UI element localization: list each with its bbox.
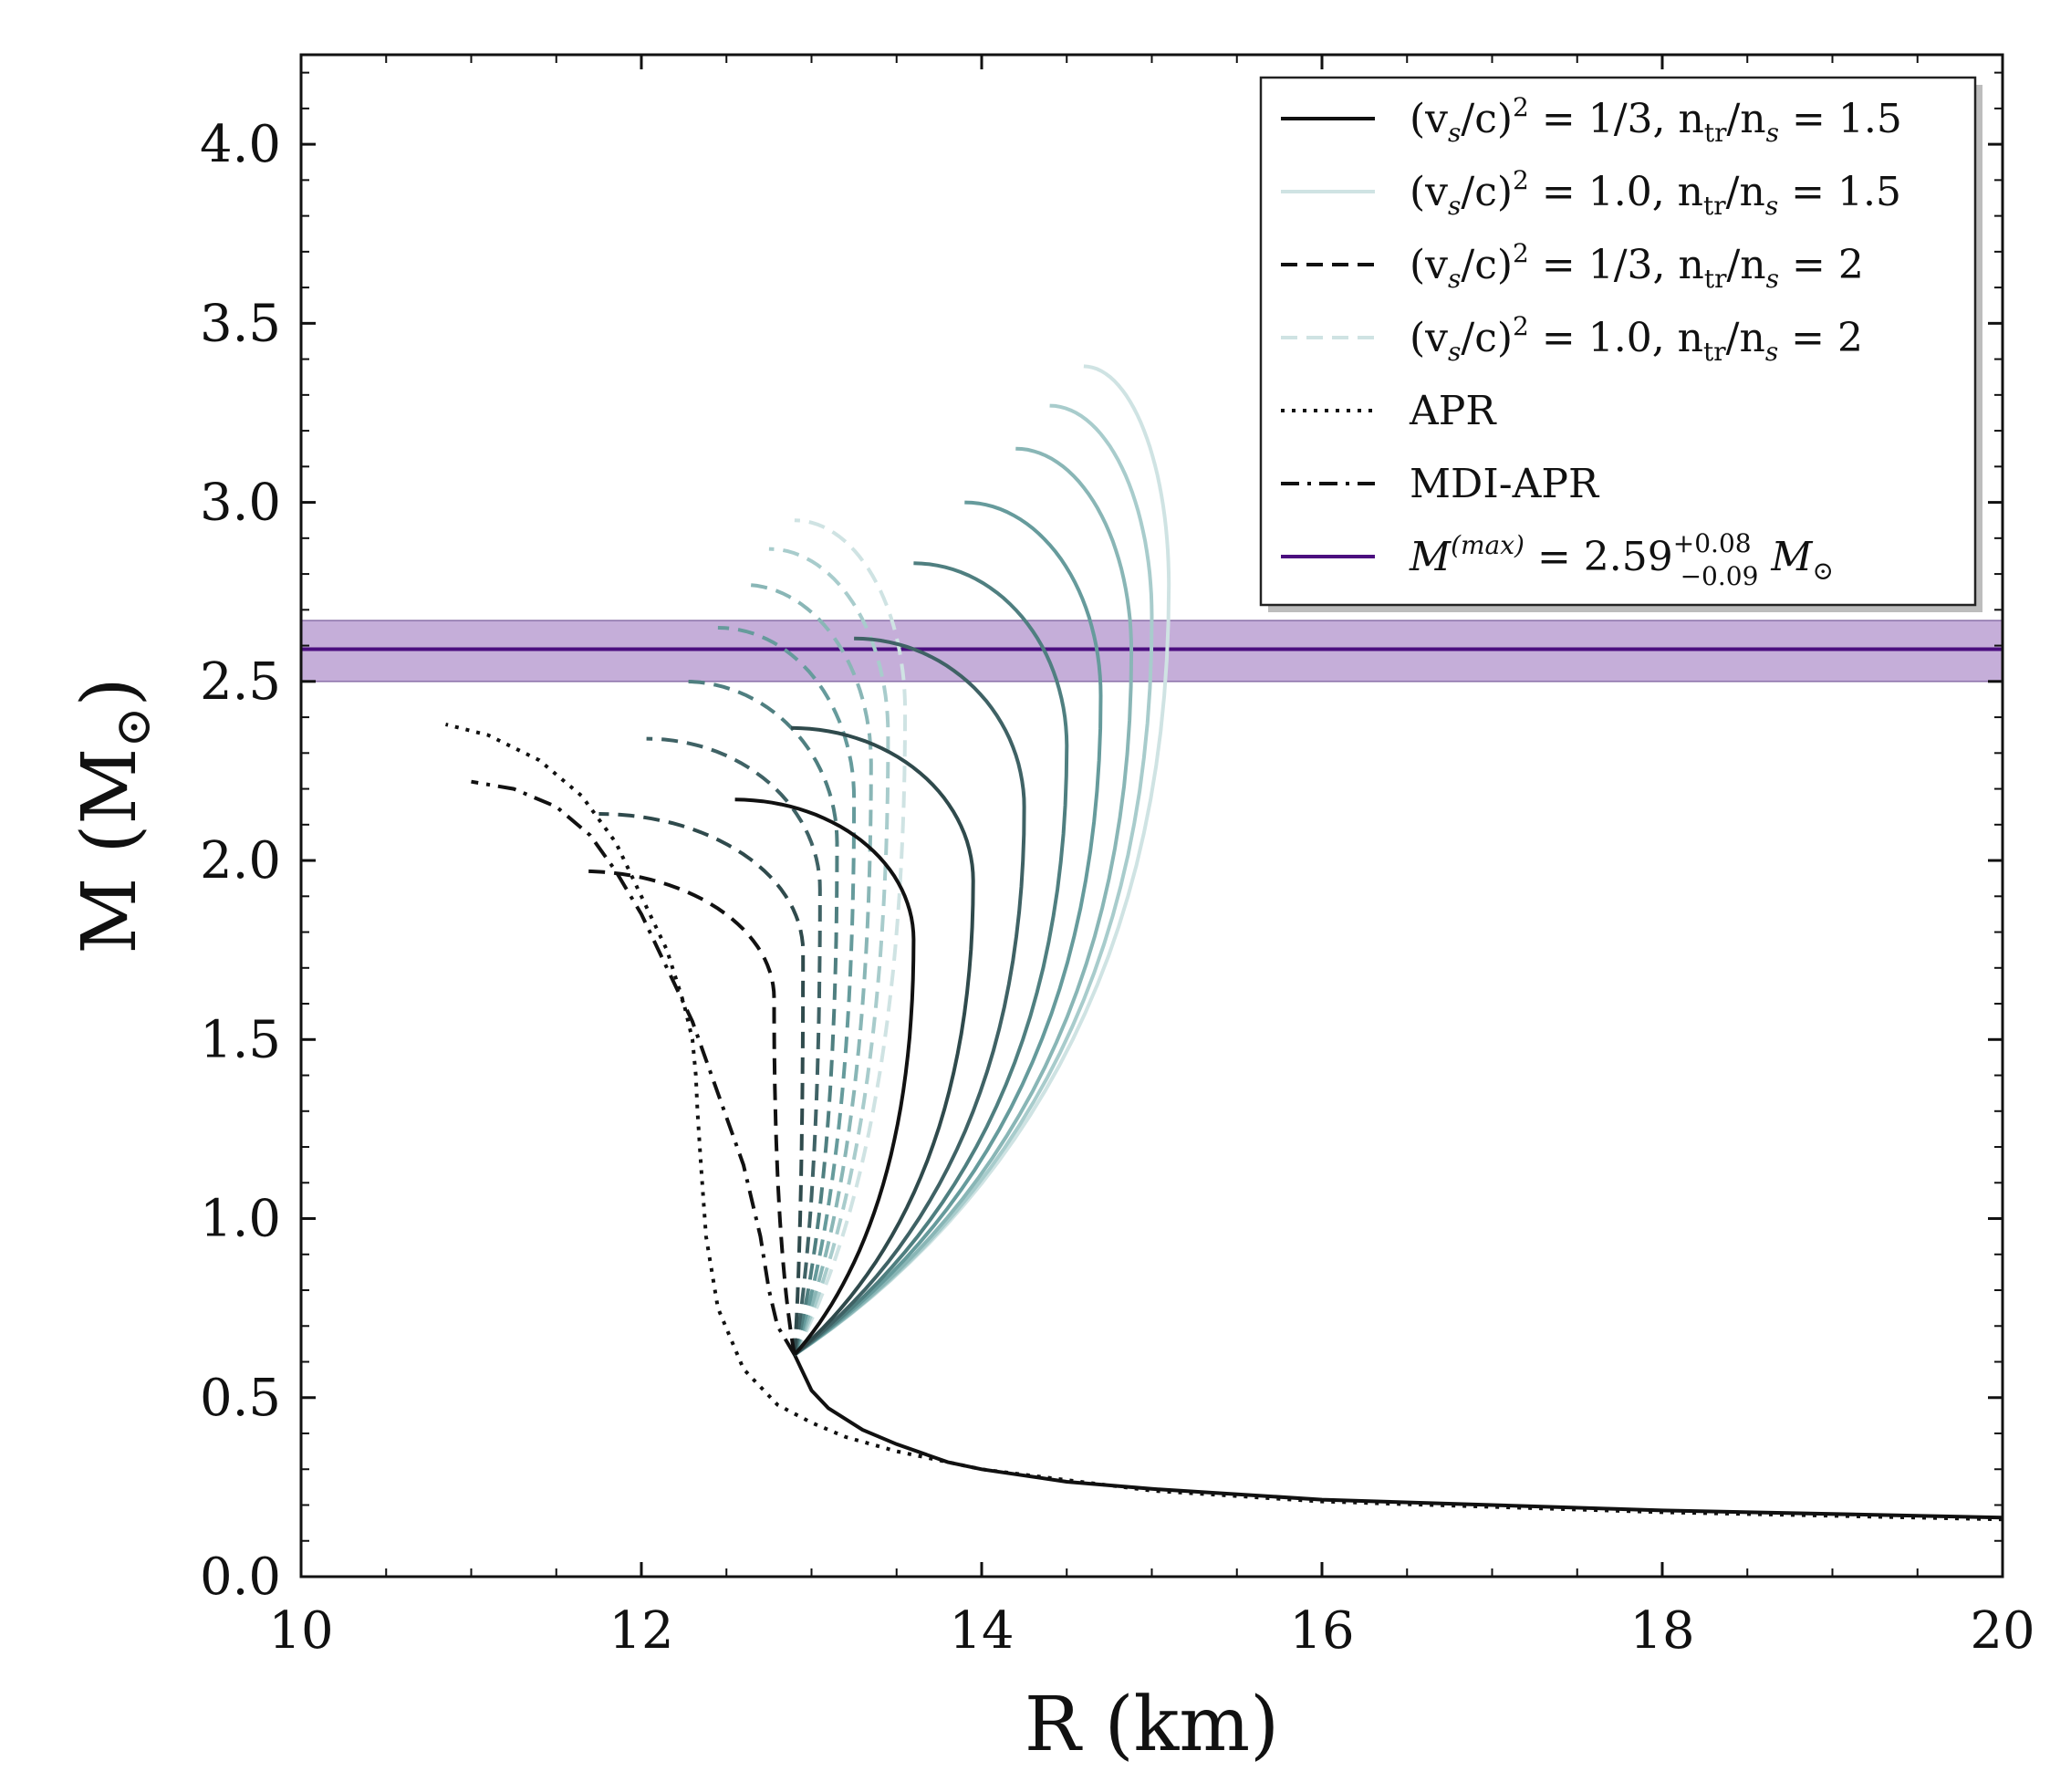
legend-label: (vs/c)2 = 1.0, ntr/ns = 1.5 xyxy=(1410,165,1901,221)
y-tick-label: 0.0 xyxy=(200,1547,281,1607)
curve-solid-14 xyxy=(791,725,975,1357)
curve-dashed-0 xyxy=(793,518,908,1356)
y-tick-label: 2.5 xyxy=(200,652,281,712)
y-tick-label: 2.0 xyxy=(200,831,281,891)
y-tick-label: 0.5 xyxy=(200,1369,281,1428)
y-title-close: ) xyxy=(67,677,153,706)
x-axis-title: R (km) xyxy=(1025,1682,1279,1768)
y-title-sub: ⊙ xyxy=(104,706,161,747)
x-tick-label: 16 xyxy=(1289,1601,1354,1661)
curve-dashed-7 xyxy=(581,869,796,1356)
y-axis-title-text: M (M⊙) xyxy=(67,677,161,953)
x-tick-label: 10 xyxy=(268,1601,333,1661)
x-tick-label: 18 xyxy=(1629,1601,1694,1661)
legend-label: (vs/c)2 = 1.0, ntr/ns = 2 xyxy=(1410,311,1863,367)
y-tick-label: 3.5 xyxy=(200,294,281,353)
curve-solid-9 xyxy=(793,403,1154,1357)
ticks: 10 12 14 16 18 20 0.0 0.5 1.0 1.5 2.0 2.5 3.0 3.5 4.0 xyxy=(200,55,2035,1661)
x-tick-label: 12 xyxy=(609,1601,673,1661)
curve-solid-11 xyxy=(793,500,1103,1357)
curve-solid-8 xyxy=(793,364,1171,1357)
curve-mdi-apr xyxy=(471,779,796,1356)
legend-label: (vs/c)2 = 1/3, ntr/ns = 1.5 xyxy=(1410,92,1902,148)
curve-dashed-2 xyxy=(743,582,873,1356)
curve-dashed-4 xyxy=(683,679,839,1356)
y-tick-label: 1.5 xyxy=(200,1010,281,1069)
curve-dashed-3 xyxy=(717,626,857,1356)
legend-box xyxy=(1259,76,1977,607)
legend-label: M(max) = 2.59+0.08 −0.09 M⊙ xyxy=(1409,528,1834,591)
curve-dashed-5 xyxy=(646,736,822,1356)
curve-solid-13 xyxy=(793,636,1026,1357)
legend-label: (vs/c)2 = 1/3, ntr/ns = 2 xyxy=(1410,238,1864,294)
y-tick-label: 1.0 xyxy=(200,1190,281,1249)
y-tick-label: 3.0 xyxy=(200,474,281,533)
curve-dashed-1 xyxy=(768,547,890,1356)
x-tick-label: 14 xyxy=(949,1601,1014,1661)
curve-dashed-6 xyxy=(598,812,806,1355)
curve-apr xyxy=(445,722,2003,1522)
legend: (vs/c)2 = 1/3, ntr/ns = 1.5 (vs/c)2 = 1.0… xyxy=(1259,76,1982,612)
y-axis-title: M (M⊙) xyxy=(67,677,161,953)
y-tick-label: 4.0 xyxy=(200,115,281,174)
crust-branch xyxy=(793,1353,2003,1520)
x-tick-label: 20 xyxy=(1970,1601,2034,1661)
curves xyxy=(445,364,2003,1522)
legend-label: APR xyxy=(1409,388,1497,434)
y-title-main: M (M xyxy=(67,748,153,954)
legend-label: MDI-APR xyxy=(1410,461,1600,507)
curve-solid-10 xyxy=(793,446,1134,1357)
curve-solid-12 xyxy=(793,561,1069,1357)
curve-solid-15 xyxy=(734,797,916,1357)
